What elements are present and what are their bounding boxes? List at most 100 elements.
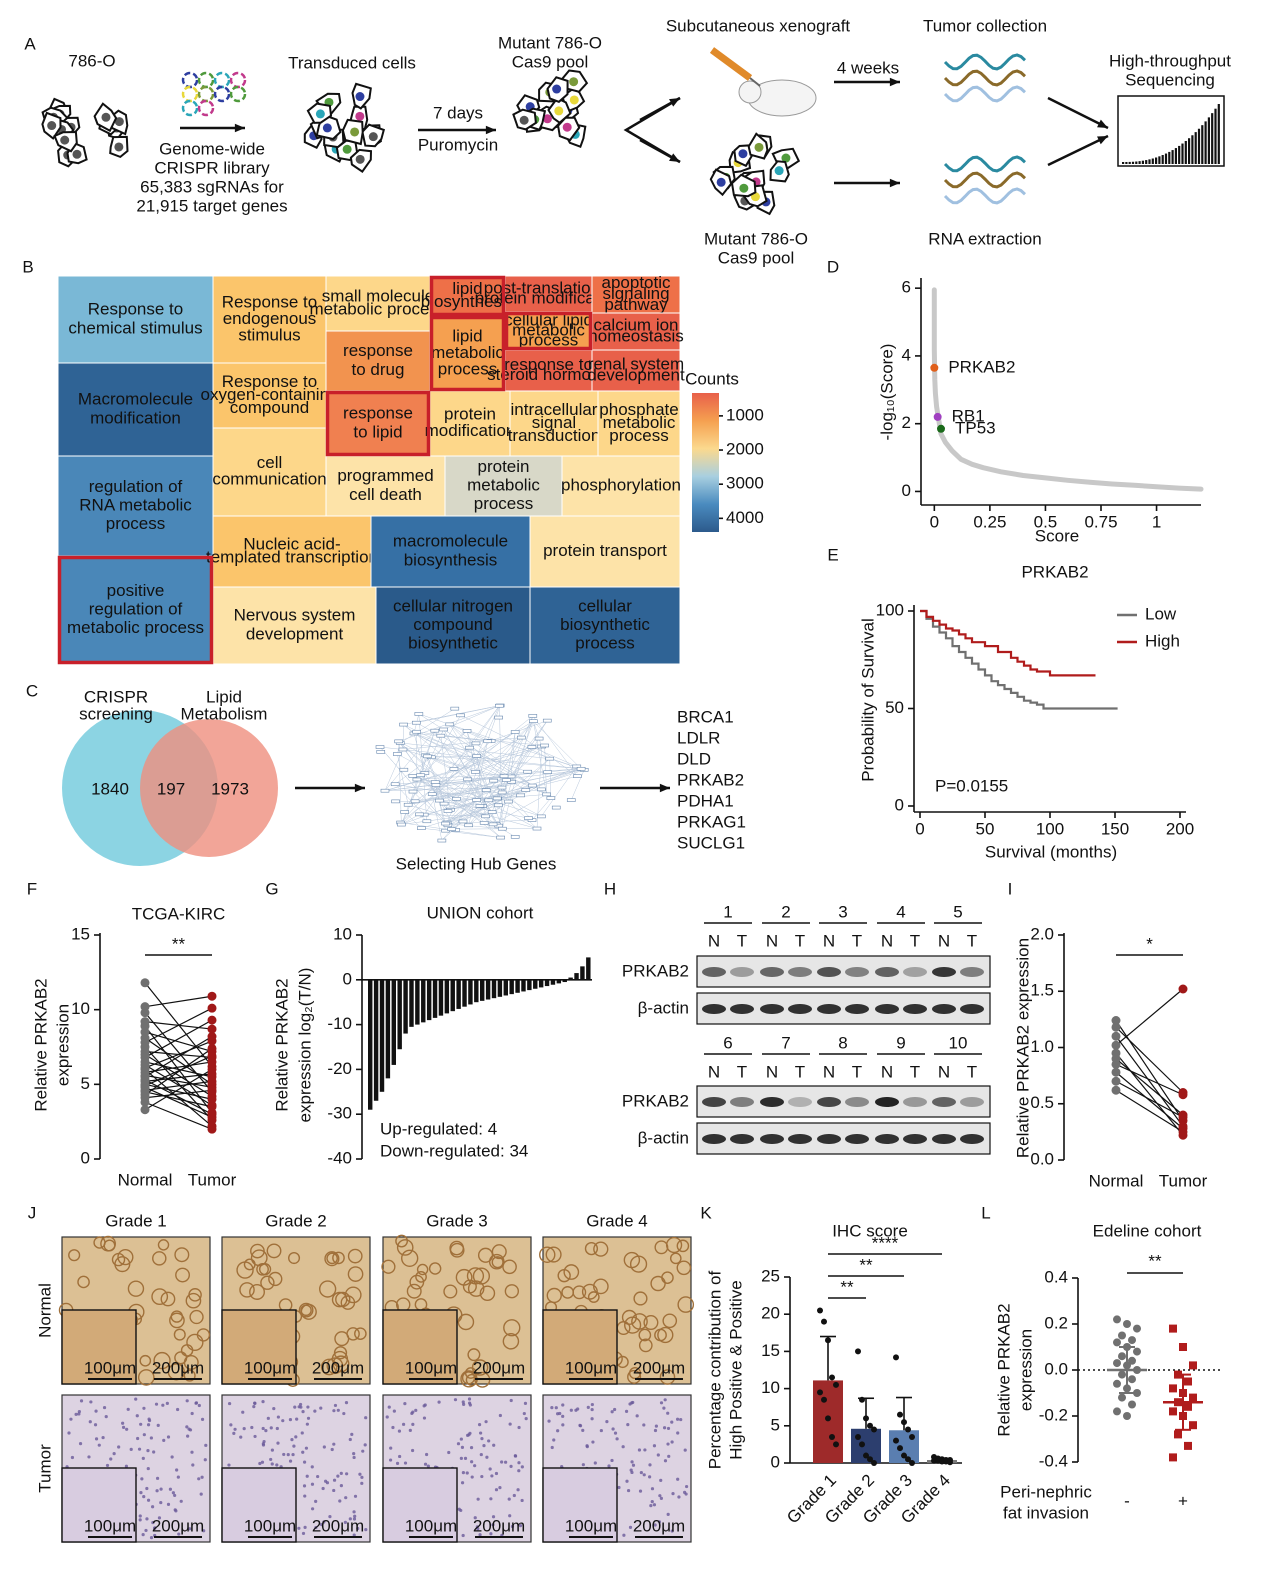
ihc-texture <box>622 1533 626 1537</box>
highlight-point <box>930 363 939 372</box>
x-tick-label: 0 <box>930 512 939 531</box>
ihc-texture <box>561 1423 565 1427</box>
step-label: Mutant 786-O <box>498 33 602 52</box>
network-edge <box>497 715 534 799</box>
ihc-texture <box>306 1416 311 1420</box>
network-node <box>534 736 544 741</box>
ihc-texture <box>650 1487 655 1491</box>
ihc-texture <box>125 1427 129 1431</box>
tile-label: post-translational <box>484 279 613 298</box>
ihc-texture <box>177 1532 181 1536</box>
nucleus <box>355 154 365 164</box>
x-tick-label: 200 <box>1166 819 1194 838</box>
network-node <box>458 819 468 824</box>
bar <box>468 979 473 1005</box>
network-node <box>456 713 465 718</box>
ihc-texture <box>557 1268 571 1283</box>
nucleus <box>350 127 360 137</box>
tile-label: metabolic <box>603 413 676 432</box>
tile-label: phosphate <box>599 400 678 419</box>
tile-label: templated transcription <box>206 548 378 567</box>
ihc-texture <box>105 1463 110 1468</box>
nucleus <box>716 177 726 187</box>
network-node <box>427 792 437 796</box>
data-point <box>140 1008 150 1018</box>
ihc-texture <box>408 1428 412 1432</box>
ihc-texture <box>539 1246 556 1263</box>
ihc-texture <box>179 1499 183 1503</box>
network-node <box>416 773 425 778</box>
data-point <box>859 1396 865 1403</box>
ihc-texture <box>613 1407 617 1412</box>
ihc-texture <box>666 1426 671 1431</box>
y-tick-label: 15 <box>71 924 90 943</box>
network-edge <box>384 746 542 791</box>
network-node <box>484 798 494 803</box>
ihc-texture <box>326 1252 338 1265</box>
arrow-head <box>234 123 245 133</box>
lane-label: T <box>910 1062 920 1081</box>
tile-highlight <box>57 555 214 665</box>
ihc-texture <box>332 1488 336 1493</box>
ihc-texture <box>188 1527 192 1531</box>
ihc-texture <box>339 1484 343 1488</box>
nucleus <box>342 144 352 154</box>
ihc-texture <box>189 1309 204 1325</box>
ihc-texture <box>204 1443 208 1447</box>
ihc-texture <box>290 1438 294 1442</box>
nucleus <box>562 122 572 132</box>
ihc-texture <box>299 1405 303 1409</box>
bar <box>580 966 585 980</box>
data-point <box>909 1433 915 1440</box>
tile-label: process <box>575 634 635 653</box>
ihc-texture <box>185 1399 189 1403</box>
ihc-texture <box>300 1431 304 1435</box>
ihc-texture <box>352 1510 356 1514</box>
ihc-texture <box>112 1452 116 1456</box>
ihc-texture <box>490 1474 494 1478</box>
data-point <box>140 978 150 988</box>
data-point <box>1189 1421 1197 1430</box>
bar <box>409 979 414 1027</box>
ihc-texture <box>587 1291 600 1303</box>
ihc-texture <box>676 1431 680 1435</box>
ihc-texture <box>78 1442 83 1446</box>
ihc-texture <box>288 1418 293 1422</box>
significance: ** <box>840 1277 854 1296</box>
network-edge <box>549 758 552 799</box>
step-label: RNA extraction <box>928 229 1041 248</box>
network-edge <box>468 758 550 826</box>
arrow <box>1047 134 1109 167</box>
data-point <box>825 1415 831 1422</box>
arrow-head <box>669 98 680 107</box>
ihc-texture <box>175 1267 190 1283</box>
ihc-texture <box>491 1244 507 1260</box>
colorbar-label: 4000 <box>726 508 764 527</box>
ihc-texture <box>590 1417 594 1421</box>
ihc-texture <box>253 1434 257 1439</box>
data-point <box>905 1456 911 1463</box>
network-node <box>380 788 390 793</box>
tile-label: signal <box>532 413 576 432</box>
data-point <box>1111 1022 1121 1032</box>
sequencing-bar <box>1135 161 1138 164</box>
ihc-texture <box>416 1263 429 1276</box>
tile-label: cellular <box>578 596 632 615</box>
ihc-texture <box>252 1405 256 1409</box>
sequencing-bar <box>1122 162 1125 164</box>
panel-letter: B <box>22 257 33 276</box>
scale-label: 100μm <box>565 1516 617 1535</box>
panel-letter: L <box>981 1203 990 1222</box>
ihc-texture <box>470 1460 474 1464</box>
data-point <box>1133 1347 1141 1356</box>
network-edge <box>498 781 512 826</box>
ihc-texture <box>260 1275 275 1290</box>
network-node <box>545 756 555 761</box>
ihc-texture <box>629 1468 633 1472</box>
ihc-texture <box>631 1400 635 1405</box>
network-edge <box>412 775 505 792</box>
ihc-texture <box>74 1412 78 1416</box>
ihc-texture <box>156 1423 160 1427</box>
pair-line <box>1115 988 1184 1046</box>
